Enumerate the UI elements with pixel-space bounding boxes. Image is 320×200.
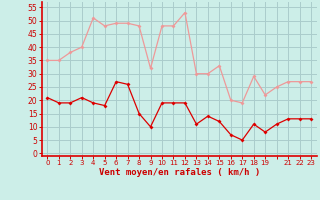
X-axis label: Vent moyen/en rafales ( km/h ): Vent moyen/en rafales ( km/h ): [99, 168, 260, 177]
